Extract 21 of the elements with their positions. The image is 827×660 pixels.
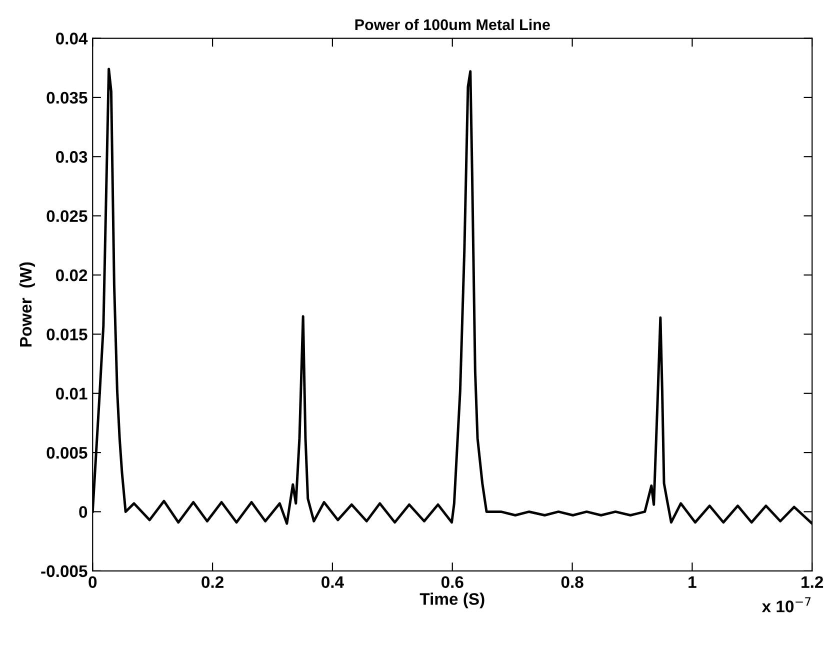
x-tick-label: 1.2 [802, 576, 824, 588]
y-tick-label: 0.03 [56, 151, 88, 163]
y-tick-label: 0.015 [46, 328, 88, 340]
y-tick-label: -0.005 [41, 565, 88, 578]
y-axis-title: Power (W) [19, 262, 35, 347]
y-tick-label: 0.005 [46, 446, 88, 459]
x-tick-label: 0 [88, 576, 97, 588]
x-axis-title: Time (S) [420, 592, 484, 608]
y-tick-label: 0.01 [56, 388, 88, 400]
x-tick-label: 0.8 [561, 576, 584, 588]
text: x 10$^{−7}$ [762, 597, 811, 612]
x-tick-label: 1 [688, 576, 696, 588]
x-tick-label: 0.6 [441, 576, 464, 588]
y-tick-label: 0 [79, 506, 88, 518]
y-tick-label: 0.035 [46, 92, 88, 104]
x-tick-label: 0.4 [322, 576, 344, 588]
y-tick-label: 0.04 [56, 32, 88, 44]
y-tick-label: 0.025 [46, 210, 88, 222]
chart-title: Power of 100um Metal Line [355, 18, 550, 30]
x-tick-label: 0.2 [202, 576, 224, 588]
y-tick-label: 0.02 [56, 269, 88, 282]
